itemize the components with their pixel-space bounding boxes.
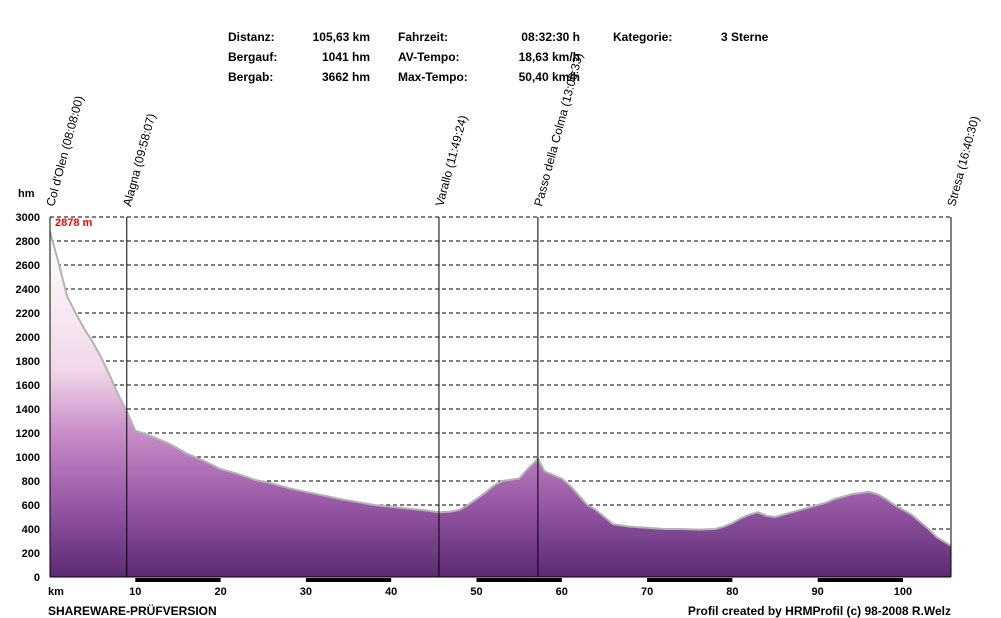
y-tick-label: 2400 xyxy=(16,284,40,296)
distance-scale-segment xyxy=(305,578,392,582)
y-tick-label: 2800 xyxy=(16,236,40,248)
fahrzeit-value: 08:32:30 h xyxy=(521,30,580,44)
waypoint-label: Alagna (09:58:07) xyxy=(120,112,158,208)
copyright-notice: Profil created by HRMProfil (c) 98-2008 … xyxy=(687,604,951,618)
maxtempo-value: 50,40 km/h xyxy=(518,70,580,84)
elevation-line xyxy=(49,231,952,547)
bergab-label: Bergab: xyxy=(228,70,274,84)
avtempo-value: 18,63 km/h xyxy=(518,50,580,64)
waypoint-label: Stresa (16:40:30) xyxy=(944,115,982,208)
y-tick-label: 1800 xyxy=(16,356,40,368)
fahrzeit-label: Fahrzeit: xyxy=(398,30,449,44)
y-tick-label: 2000 xyxy=(16,332,40,344)
shareware-notice: SHAREWARE-PRÜFVERSION xyxy=(48,604,217,618)
waypoint-label: Varallo (11:49:24) xyxy=(432,114,470,208)
distanz-value: 105,63 km xyxy=(312,30,370,44)
distance-scale-segment xyxy=(135,578,221,582)
x-tick-label: 50 xyxy=(470,586,482,598)
y-tick-label: 0 xyxy=(34,572,40,584)
y-tick-label: 1400 xyxy=(16,404,40,416)
axes: 0 200 400 600 800 1000 1200 1400 1600 1800 2000 220… xyxy=(16,212,952,598)
y-tick-label: 600 xyxy=(22,500,40,512)
maxtempo-label: Max-Tempo: xyxy=(398,70,468,84)
kategorie-value: 3 Sterne xyxy=(721,30,769,44)
y-tick-label: 1200 xyxy=(16,428,40,440)
waypoint-label: Passo della Colma (13:06:33) xyxy=(531,51,585,207)
bergauf-label: Bergauf: xyxy=(228,50,278,64)
x-tick-label: 80 xyxy=(726,586,738,598)
x-axis-label: km xyxy=(48,586,64,598)
x-tick-label: 60 xyxy=(556,586,568,598)
avtempo-label: AV-Tempo: xyxy=(398,50,460,64)
y-tick-label: 3000 xyxy=(16,212,40,224)
distance-scale-segment xyxy=(647,578,733,582)
elevation-area xyxy=(50,231,951,577)
kategorie-label: Kategorie: xyxy=(613,30,673,44)
x-tick-label: 90 xyxy=(812,586,824,598)
y-tick-label: 1600 xyxy=(16,380,40,392)
x-tick-label: 40 xyxy=(385,586,397,598)
waypoint-label: Col d'Olen (08:08:00) xyxy=(43,94,86,207)
bergab-value: 3662 hm xyxy=(321,70,370,84)
max-elevation-label: 2878 m xyxy=(55,217,93,229)
distance-scale-segment xyxy=(476,578,562,582)
x-tick-label: 30 xyxy=(300,586,312,598)
x-tick-label: 100 xyxy=(894,586,912,598)
y-tick-label: 800 xyxy=(22,476,40,488)
y-tick-label: 2200 xyxy=(16,308,40,320)
y-axis-label: hm xyxy=(18,188,35,200)
y-tick-label: 400 xyxy=(22,524,40,536)
y-tick-label: 1000 xyxy=(16,452,40,464)
y-tick-label: 2600 xyxy=(16,260,40,272)
x-tick-label: 20 xyxy=(214,586,226,598)
x-tick-label: 10 xyxy=(129,586,141,598)
distanz-label: Distanz: xyxy=(228,30,275,44)
distance-scale-segment xyxy=(817,578,903,582)
x-tick-label: 70 xyxy=(641,586,653,598)
y-tick-label: 200 xyxy=(22,548,40,560)
bergauf-value: 1041 hm xyxy=(321,50,370,64)
